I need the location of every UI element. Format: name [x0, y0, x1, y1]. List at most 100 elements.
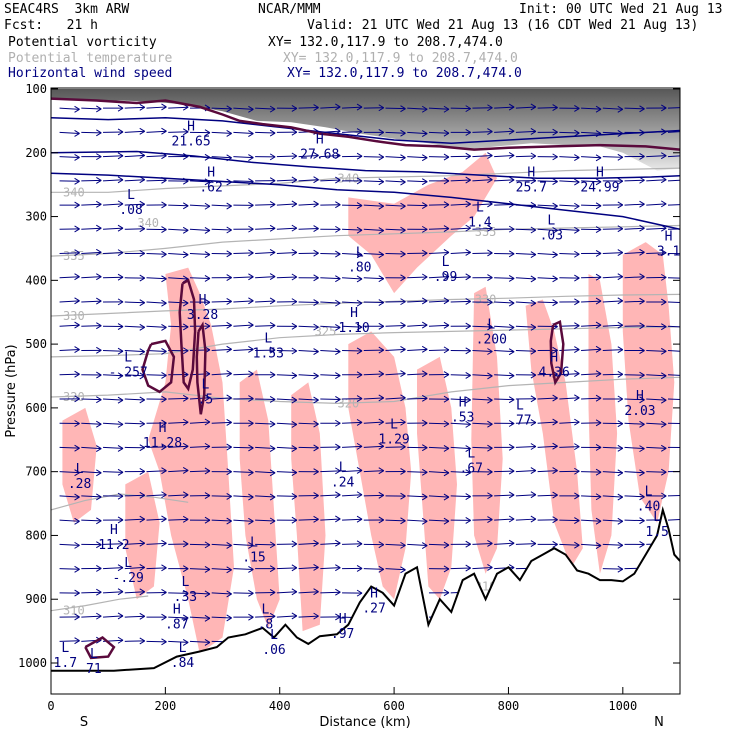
wind-vector-397 — [450, 105, 471, 113]
wind-vector-565 — [624, 347, 645, 354]
extremum-kind: L — [516, 398, 524, 413]
wind-vector-356 — [407, 105, 428, 113]
extremum-value: .08 — [119, 203, 142, 218]
wind-vector-311 — [342, 515, 363, 523]
wind-vector-35 — [81, 396, 102, 404]
wind-vector-520 — [581, 202, 602, 210]
extremum-kind: L — [476, 201, 484, 216]
wind-vector-195 — [233, 370, 254, 378]
field-name-wind: Horizontal wind speed — [8, 66, 173, 81]
extremum-kind: H — [550, 351, 558, 366]
wind-vector-62 — [103, 492, 124, 500]
wind-vector-130 — [168, 467, 189, 474]
field-xy-theta: XY= 132.0,117.9 to 208.7,474.0 — [283, 51, 518, 66]
wind-vector-459 — [515, 127, 537, 135]
wind-vector-1 — [59, 130, 80, 137]
wind-vector-395 — [428, 589, 450, 597]
wind-vector-3 — [59, 177, 80, 185]
wind-vector-481 — [537, 178, 558, 185]
wind-vector-449 — [494, 372, 515, 380]
wind-vector-392 — [428, 517, 450, 525]
init-time: Init: 00 UTC Wed 21 Aug 13 — [519, 2, 723, 17]
wind-vector-420 — [472, 152, 493, 159]
wind-vector-391 — [428, 493, 450, 501]
wind-vector-558 — [624, 176, 645, 184]
wind-vector-20 — [59, 589, 80, 597]
extremum-l-34: L.8 — [258, 603, 274, 633]
wind-vector-508 — [559, 370, 580, 378]
wind-vector-0 — [59, 105, 80, 113]
extremum-kind: H — [339, 612, 347, 627]
wind-vector-199 — [233, 469, 254, 476]
pv-contour-tropopause-upper — [51, 97, 680, 151]
wind-vector-99 — [146, 275, 167, 283]
wind-vector-581 — [646, 249, 667, 257]
x-tick-label-1: 200 — [155, 699, 177, 713]
wind-vector-583 — [646, 298, 667, 306]
wind-vector-235 — [276, 273, 298, 281]
wind-vector-30 — [81, 273, 102, 281]
wind-vector-164 — [211, 178, 232, 186]
wind-vector-100 — [146, 299, 167, 307]
wind-vector-384 — [428, 321, 450, 329]
wind-vector-200 — [233, 493, 254, 501]
wind-vector-358 — [407, 154, 428, 162]
wind-vector-286 — [320, 443, 341, 451]
wind-vector-104 — [146, 395, 167, 403]
wind-vector-426 — [472, 298, 493, 306]
extremum-kind: L — [264, 331, 272, 346]
wind-vector-292 — [320, 588, 341, 596]
wind-vector-521 — [581, 226, 602, 234]
wind-vector-368 — [407, 394, 428, 402]
wind-vector-230 — [276, 152, 298, 160]
theta-label-9: 330 — [475, 292, 497, 306]
wind-vector-573 — [624, 541, 645, 548]
wind-vector-156 — [189, 541, 211, 549]
wind-vector-518 — [581, 154, 602, 162]
wind-vector-363 — [407, 273, 428, 281]
field-name-pv: Potential vorticity — [8, 35, 157, 50]
wind-vector-587 — [646, 396, 667, 404]
wind-vector-317 — [363, 129, 385, 136]
extremum-l-26: L.40 — [637, 485, 660, 515]
wind-vector-353 — [385, 517, 406, 525]
wind-vector-499 — [559, 154, 580, 162]
wind-vector-12 — [59, 395, 80, 403]
wind-vector-321 — [363, 227, 385, 234]
wind-vector-352 — [385, 492, 406, 500]
wind-vector-47 — [103, 128, 124, 136]
wind-vector-226 — [255, 589, 276, 596]
wind-vector-476 — [515, 540, 537, 547]
wind-vector-158 — [189, 590, 211, 598]
wind-vector-64 — [103, 540, 124, 548]
wind-vector-527 — [581, 370, 602, 378]
wind-vector-285 — [320, 419, 341, 427]
wind-vector-375 — [428, 105, 450, 113]
wind-vector-189 — [233, 225, 254, 233]
wind-vector-430 — [472, 396, 493, 404]
wind-vector-252 — [298, 152, 319, 159]
wind-vector-478 — [537, 104, 558, 111]
wind-vector-463 — [515, 226, 537, 234]
pv-contour-layer — [51, 97, 680, 660]
wind-vector-269 — [298, 563, 319, 571]
wind-vector-341 — [385, 226, 406, 234]
extremum-l-7: L.03 — [540, 214, 563, 244]
wind-vector-424 — [472, 249, 493, 257]
wind-vector-580 — [646, 224, 667, 232]
theta-label-0: 340 — [63, 185, 85, 199]
wind-vector-26 — [81, 176, 102, 184]
wind-vector-131 — [168, 491, 189, 499]
wind-vector-566 — [624, 371, 645, 379]
extremum-kind: L — [487, 317, 495, 332]
wind-vector-101 — [146, 323, 167, 331]
wind-vector-444 — [494, 250, 515, 258]
extremum-value: 11.2 — [98, 538, 129, 553]
wind-vector-10 — [59, 346, 80, 353]
wind-vector-388 — [428, 420, 450, 428]
extremum-value: -.257 — [109, 366, 148, 381]
wind-vector-290 — [320, 539, 341, 547]
wind-vector-514 — [559, 517, 580, 525]
wind-vector-157 — [189, 566, 211, 573]
